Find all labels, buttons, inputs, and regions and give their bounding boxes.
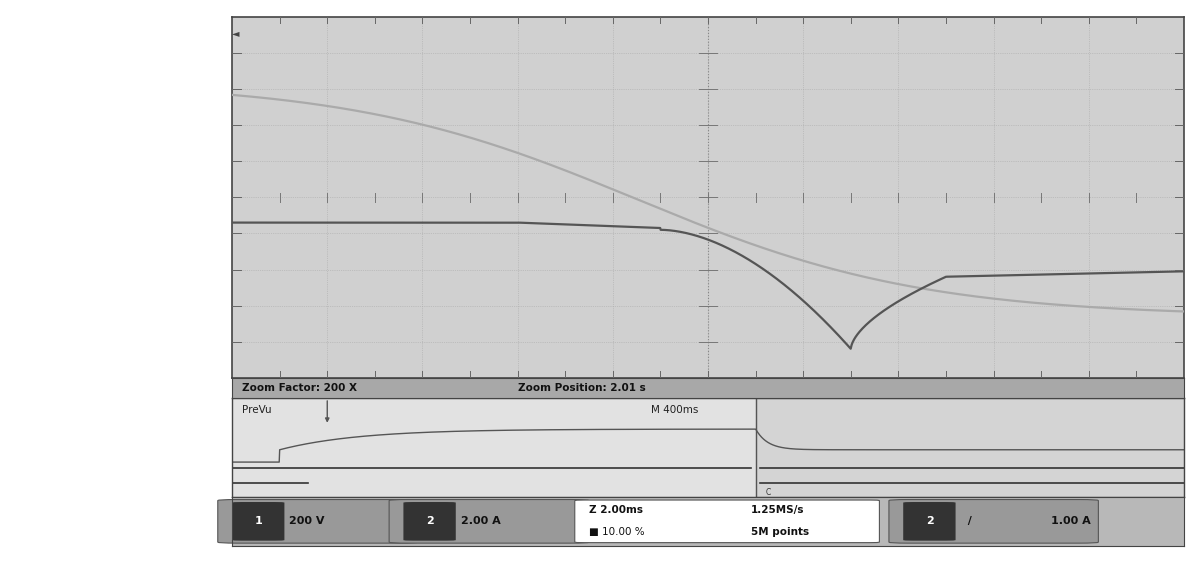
Text: ◄: ◄ — [232, 28, 239, 38]
Text: C: C — [765, 488, 770, 497]
Text: Zoom Position: 2.01 s: Zoom Position: 2.01 s — [518, 383, 645, 393]
Text: 5M points: 5M points — [751, 527, 809, 537]
FancyBboxPatch shape — [218, 499, 418, 543]
Text: 1: 1 — [255, 516, 263, 526]
Text: 2: 2 — [926, 516, 934, 526]
Bar — [756, 398, 1184, 497]
Text: ■ 10.00 %: ■ 10.00 % — [589, 527, 645, 537]
Text: PreVu: PreVu — [242, 405, 271, 415]
Text: Zoom Factor: 200 X: Zoom Factor: 200 X — [242, 383, 357, 393]
FancyBboxPatch shape — [903, 502, 956, 540]
Text: 200 V: 200 V — [289, 516, 325, 526]
FancyBboxPatch shape — [403, 502, 456, 540]
FancyBboxPatch shape — [389, 499, 589, 543]
FancyBboxPatch shape — [889, 499, 1098, 543]
Text: 1.00 A: 1.00 A — [1051, 516, 1090, 526]
Text: 2: 2 — [426, 516, 434, 526]
FancyBboxPatch shape — [232, 502, 284, 540]
Text: M 400ms: M 400ms — [651, 405, 699, 415]
FancyBboxPatch shape — [575, 500, 879, 543]
Text: 1.25MS/s: 1.25MS/s — [751, 506, 804, 516]
Text: Z 2.00ms: Z 2.00ms — [589, 506, 643, 516]
Text: /: / — [960, 516, 972, 526]
Text: 2.00 A: 2.00 A — [461, 516, 500, 526]
